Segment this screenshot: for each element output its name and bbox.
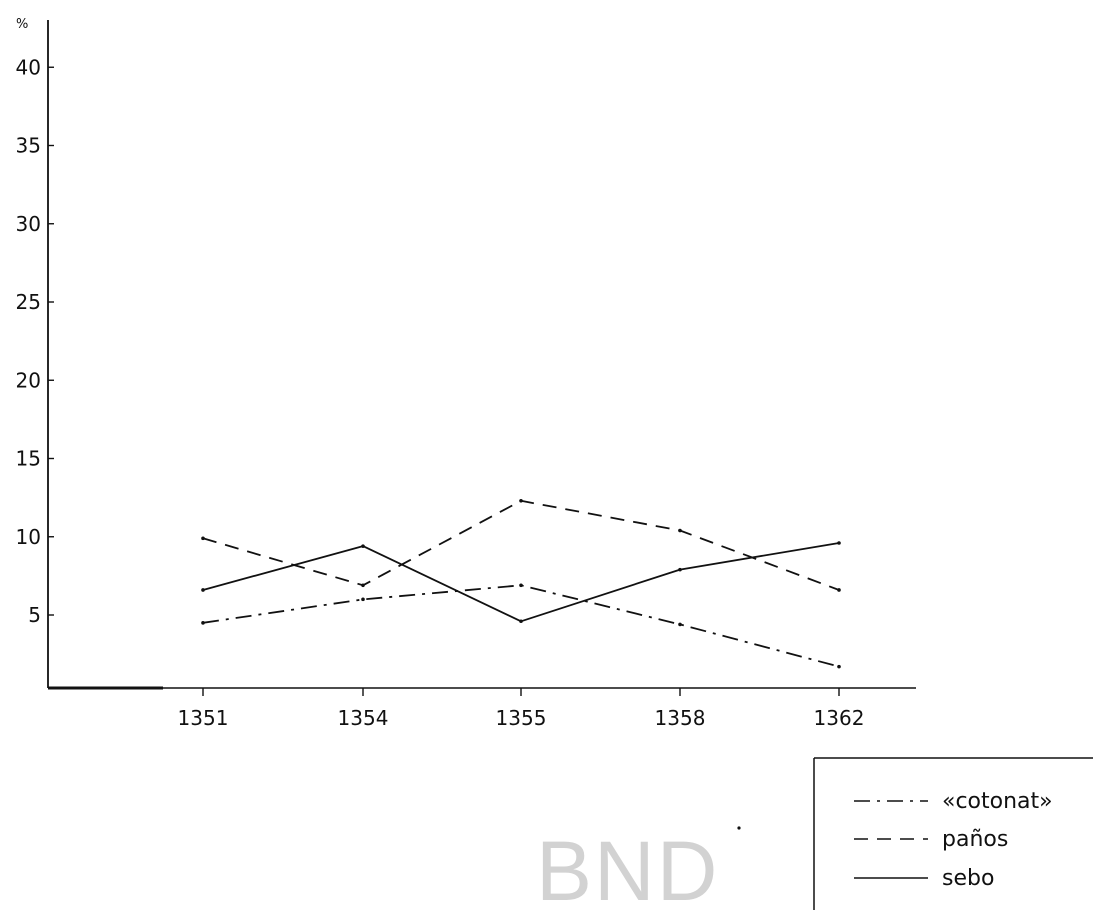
x-tick-label: 1351 (178, 706, 229, 730)
chart-legend: «cotonat» paños sebo (813, 757, 1093, 910)
watermark-logo: BND (536, 824, 719, 910)
x-axis-ticks: 1351 1354 1355 1358 1362 (178, 688, 865, 730)
legend-label: «cotonat» (942, 789, 1053, 814)
series-point (837, 588, 841, 592)
series-point (678, 622, 682, 627)
series-line-1 (202, 499, 840, 591)
series-point (678, 567, 682, 572)
y-tick-label: 10 (16, 525, 41, 549)
y-tick-label: 20 (16, 368, 41, 392)
y-tick-label: 15 (16, 447, 41, 471)
x-tick-label: 1355 (496, 706, 547, 730)
series-point (678, 528, 682, 533)
series-point (201, 536, 205, 541)
y-tick-label: 5 (28, 603, 41, 627)
series-point (361, 583, 365, 588)
series-point (519, 498, 523, 503)
series-point (519, 619, 523, 624)
y-tick-label: 25 (16, 290, 41, 314)
y-tick-label: 30 (16, 212, 41, 236)
series-point (519, 583, 523, 588)
series-point (361, 597, 365, 602)
x-tick-label: 1362 (814, 706, 865, 730)
y-axis-unit-label: % (16, 17, 28, 32)
series-point (837, 541, 841, 545)
y-tick-label: 35 (16, 134, 41, 158)
series-point (201, 588, 205, 592)
y-tick-label: 40 (16, 55, 41, 79)
x-tick-label: 1358 (655, 706, 706, 730)
series-point (361, 544, 365, 548)
series-line-0 (202, 584, 840, 668)
chart-series (201, 498, 841, 669)
x-tick-label: 1354 (338, 706, 389, 730)
legend-label: sebo (942, 866, 994, 891)
y-axis-ticks: 5 10 15 20 25 30 35 40 (16, 55, 54, 627)
series-point (837, 664, 841, 669)
stray-dot (737, 826, 741, 830)
series-point (201, 621, 205, 625)
chart-axes: % (16, 17, 916, 690)
legend-label: paños (942, 827, 1008, 852)
